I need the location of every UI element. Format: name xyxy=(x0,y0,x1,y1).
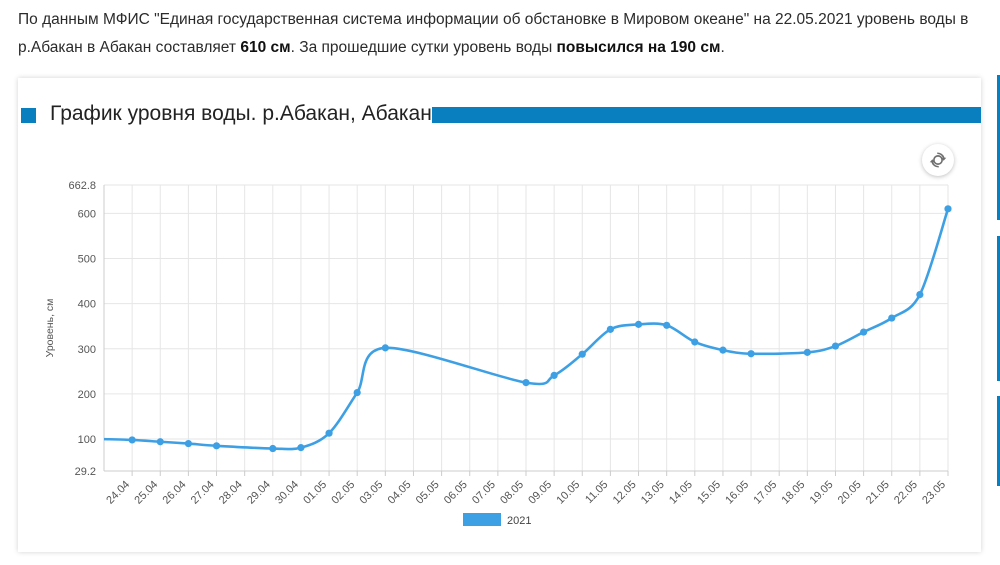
data-point xyxy=(522,379,530,387)
x-tick-label: 04.05 xyxy=(386,479,414,507)
refresh-icon xyxy=(929,152,947,168)
header-square-marker xyxy=(21,108,36,123)
y-tick-label: 29.2 xyxy=(75,466,96,478)
data-point xyxy=(325,429,333,437)
x-tick-label: 26.04 xyxy=(161,479,189,507)
data-point xyxy=(297,444,305,452)
header-accent-bar xyxy=(432,107,981,123)
x-tick-label: 24.04 xyxy=(104,479,132,507)
x-tick-label: 14.05 xyxy=(667,479,695,507)
data-point xyxy=(663,321,671,329)
chart-card: График уровня воды. р.Абакан, Абакан 29.… xyxy=(18,78,981,552)
x-tick-label: 20.05 xyxy=(836,479,864,507)
x-tick-label: 27.04 xyxy=(189,479,217,507)
x-tick-label: 05.05 xyxy=(414,479,442,507)
card-header: График уровня воды. р.Абакан, Абакан xyxy=(18,99,981,129)
y-tick-label: 500 xyxy=(78,253,96,265)
data-point xyxy=(888,314,896,322)
x-tick-label: 17.05 xyxy=(751,479,779,507)
data-point xyxy=(747,350,755,358)
x-tick-label: 29.04 xyxy=(245,479,273,507)
data-point xyxy=(606,325,615,333)
y-tick-label: 600 xyxy=(78,208,96,220)
x-tick-label: 06.05 xyxy=(442,479,470,507)
intro-paragraph: По данным МФИС "Единая государственная с… xyxy=(18,6,978,62)
data-point xyxy=(381,344,389,352)
data-point xyxy=(184,439,192,448)
x-tick-label: 15.05 xyxy=(695,479,723,507)
x-tick-label: 28.04 xyxy=(217,479,245,507)
y-axis-title: Уровень, см xyxy=(44,299,56,358)
water-level-chart: 29.2 100 200 300 400 500 600 662.8 24.04 25.04 26.… xyxy=(44,180,952,527)
y-tick-label: 400 xyxy=(78,299,96,311)
intro-text-3: . xyxy=(720,39,725,56)
y-tick-label: 100 xyxy=(78,434,96,446)
data-point xyxy=(634,320,643,328)
data-point xyxy=(831,342,840,350)
data-point xyxy=(578,350,586,358)
legend-label-2021: 2021 xyxy=(507,515,531,527)
data-point xyxy=(550,371,558,379)
data-point xyxy=(156,438,164,446)
x-tick-label: 08.05 xyxy=(498,479,526,507)
data-point xyxy=(128,436,136,444)
y-tick-label: 300 xyxy=(78,344,96,356)
right-edge-marker xyxy=(997,75,1000,220)
x-tick-label: 22.05 xyxy=(892,479,920,507)
x-tick-label: 18.05 xyxy=(780,479,808,507)
x-tick-label: 30.04 xyxy=(273,479,301,507)
data-point xyxy=(353,388,361,397)
data-point xyxy=(269,444,277,453)
x-tick-label: 25.04 xyxy=(132,479,160,507)
data-point xyxy=(803,348,811,356)
x-tick-label: 21.05 xyxy=(864,479,892,507)
intro-text-1: По данным МФИС "Единая государственная с… xyxy=(18,11,969,56)
x-tick-label: 02.05 xyxy=(329,479,357,507)
x-tick-label: 23.05 xyxy=(920,479,948,507)
data-point xyxy=(916,290,924,299)
refresh-button[interactable] xyxy=(922,144,954,176)
data-point xyxy=(719,346,727,354)
x-tick-label: 11.05 xyxy=(583,479,610,506)
right-edge-marker xyxy=(997,236,1000,381)
x-tick-label: 09.05 xyxy=(526,479,554,507)
x-tick-label: 10.05 xyxy=(554,479,582,507)
y-tick-label: 662.8 xyxy=(68,180,96,192)
intro-text-2: . За прошедшие сутки уровень воды xyxy=(290,39,557,56)
x-tick-label: 19.05 xyxy=(808,479,836,507)
data-point xyxy=(212,442,221,450)
data-point xyxy=(860,328,868,336)
x-tick-label: 01.05 xyxy=(301,479,329,507)
data-point xyxy=(691,338,699,346)
chart-card-title: График уровня воды. р.Абакан, Абакан xyxy=(50,102,432,125)
legend-swatch-2021 xyxy=(463,513,501,526)
data-point xyxy=(944,205,952,213)
y-tick-label: 200 xyxy=(78,389,96,401)
x-tick-label: 13.05 xyxy=(639,479,667,507)
level-change: повысился на 190 см xyxy=(556,39,721,56)
x-tick-label: 12.05 xyxy=(611,479,639,507)
x-tick-label: 07.05 xyxy=(470,479,498,507)
right-edge-marker xyxy=(997,396,1000,486)
x-tick-label: 16.05 xyxy=(723,479,751,507)
current-level: 610 см xyxy=(240,39,291,56)
x-tick-label: 03.05 xyxy=(358,479,386,507)
